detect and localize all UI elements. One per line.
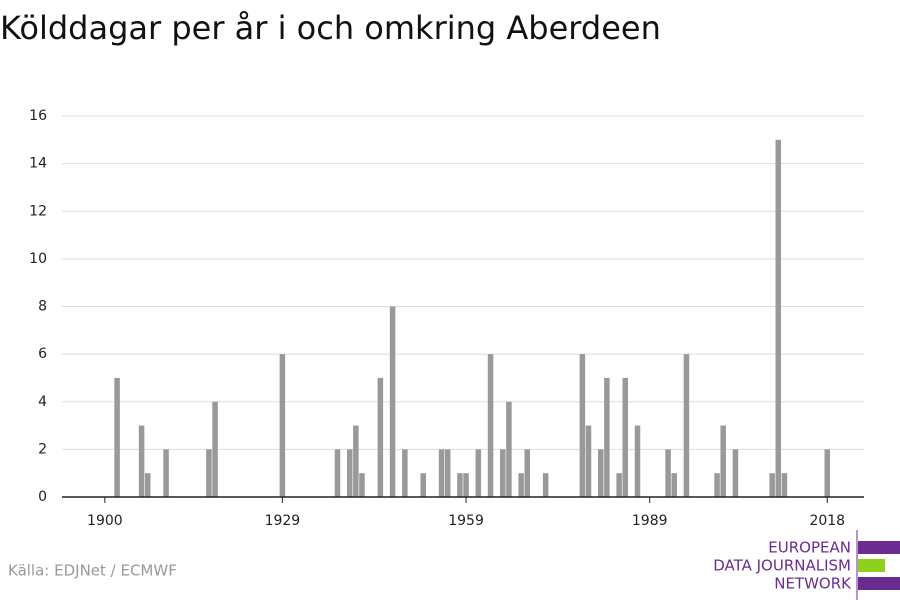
y-tick-label: 6 — [38, 346, 47, 362]
y-tick-label: 4 — [38, 394, 47, 410]
bar — [138, 425, 145, 497]
bar — [506, 401, 512, 497]
bar — [457, 473, 463, 497]
bar — [665, 449, 671, 497]
y-tick-label: 12 — [29, 203, 47, 219]
y-tick-label: 2 — [38, 441, 47, 457]
logo-bar — [858, 541, 900, 554]
bar — [714, 473, 720, 497]
bar — [163, 449, 169, 497]
bar — [622, 377, 628, 497]
bar — [604, 377, 610, 497]
logo-text: EUROPEAN — [768, 539, 851, 557]
logo-text: NETWORK — [774, 575, 852, 593]
bar — [524, 449, 531, 497]
bar — [500, 449, 506, 497]
bar — [542, 473, 549, 497]
chart-title: Kölddagar per år i och omkring Aberdeen — [0, 9, 661, 47]
bar — [206, 449, 212, 497]
y-tick-label: 14 — [29, 156, 47, 172]
logo-text: DATA JOURNALISM — [713, 557, 851, 575]
x-tick-label: 1989 — [632, 513, 668, 529]
x-tick-label: 1900 — [87, 513, 123, 529]
logo-bar — [858, 577, 900, 590]
bar — [389, 306, 396, 497]
y-tick-label: 8 — [38, 299, 47, 315]
bar — [597, 449, 604, 497]
bar — [579, 354, 586, 497]
bar — [775, 139, 782, 497]
bar — [346, 449, 353, 497]
bar — [781, 473, 788, 497]
bar — [402, 449, 408, 497]
bar — [212, 401, 218, 497]
bar — [359, 473, 365, 497]
bar — [518, 473, 524, 497]
x-tick-label: 1959 — [448, 513, 484, 529]
bar — [683, 354, 690, 497]
bar — [824, 449, 831, 497]
x-tick-label: 1929 — [265, 513, 301, 529]
y-tick-label: 16 — [29, 108, 47, 124]
bar — [487, 354, 494, 497]
bar — [585, 425, 592, 497]
y-tick-label: 10 — [29, 251, 47, 267]
bar — [616, 473, 622, 497]
bar — [732, 449, 739, 497]
y-tick-label: 0 — [38, 489, 47, 505]
bar — [769, 473, 775, 497]
bar — [475, 449, 482, 497]
bar — [720, 425, 726, 497]
bar — [334, 449, 341, 497]
bar — [420, 473, 426, 497]
bar — [377, 377, 384, 497]
bar — [438, 449, 445, 497]
bar — [463, 473, 469, 497]
bar — [114, 377, 120, 497]
bar — [279, 354, 286, 497]
x-tick-label: 2018 — [809, 513, 845, 529]
source: Källa: EDJNet / ECMWF — [8, 562, 177, 580]
bar — [671, 473, 677, 497]
logo-bar — [858, 559, 885, 572]
bar — [144, 473, 151, 497]
bar — [353, 425, 359, 497]
bar — [634, 425, 641, 497]
bar — [444, 449, 451, 497]
